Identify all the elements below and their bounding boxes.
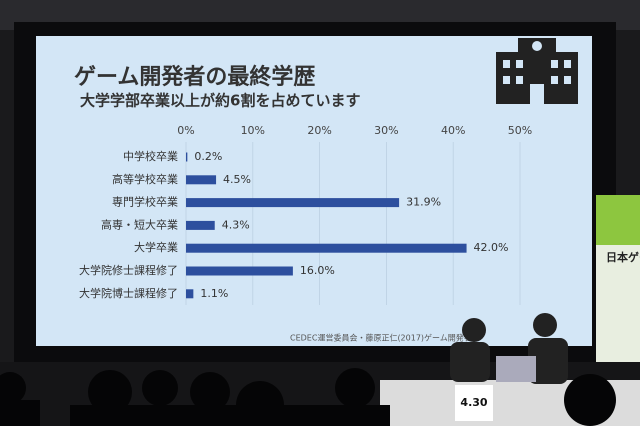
- desk-sign: [455, 385, 493, 421]
- panelists: [450, 313, 568, 384]
- x-tick-label: 20%: [307, 124, 331, 137]
- bar: [186, 175, 217, 185]
- value-label: 42.0%: [474, 241, 509, 254]
- x-tick-label: 40%: [441, 124, 465, 137]
- x-tick-label: 10%: [241, 124, 265, 137]
- chart-title: ゲーム開発者の最終学歴: [74, 64, 315, 90]
- value-label: 1.1%: [200, 287, 228, 300]
- bar: [186, 266, 293, 276]
- bar: [186, 243, 467, 253]
- bar: [186, 220, 215, 230]
- laptop: [496, 356, 536, 382]
- category-label: 高専・短大卒業: [101, 217, 178, 231]
- x-tick-label: 0%: [177, 124, 194, 137]
- x-tick-label: 50%: [508, 124, 532, 137]
- x-tick-label: 30%: [374, 124, 398, 137]
- value-label: 4.5%: [223, 173, 251, 186]
- banner-logo: [596, 195, 640, 245]
- category-label: 高等学校卒業: [112, 172, 178, 186]
- category-label: 専門学校卒業: [112, 195, 178, 209]
- desk-sign-text: 4.30: [460, 396, 487, 409]
- value-label: 4.3%: [222, 218, 250, 231]
- plot: 0% 10% 20% 30% 40% 50% 中学校卒業 0.2% 高等学校卒業 4.5% 専門学校…: [79, 124, 532, 305]
- bar: [186, 152, 188, 162]
- bar: [186, 289, 194, 299]
- category-label: 大学卒業: [134, 240, 178, 254]
- audience: [0, 368, 616, 426]
- category-label: 大学院博士課程修了: [79, 286, 178, 300]
- banner-text: 日本ゲー: [606, 250, 640, 264]
- bar: [186, 198, 400, 208]
- category-label: 中学校卒業: [123, 149, 178, 163]
- source: CEDEC運営委員会・藤原正仁(2017)ゲーム開発者の: [290, 333, 480, 343]
- value-label: 0.2%: [194, 150, 222, 163]
- chart-subtitle: 大学学部卒業以上が約6割を占めています: [80, 92, 360, 110]
- value-label: 16.0%: [300, 264, 335, 277]
- category-label: 大学院修士課程修了: [79, 263, 178, 277]
- value-label: 31.9%: [406, 196, 441, 209]
- building-icon: [496, 38, 578, 104]
